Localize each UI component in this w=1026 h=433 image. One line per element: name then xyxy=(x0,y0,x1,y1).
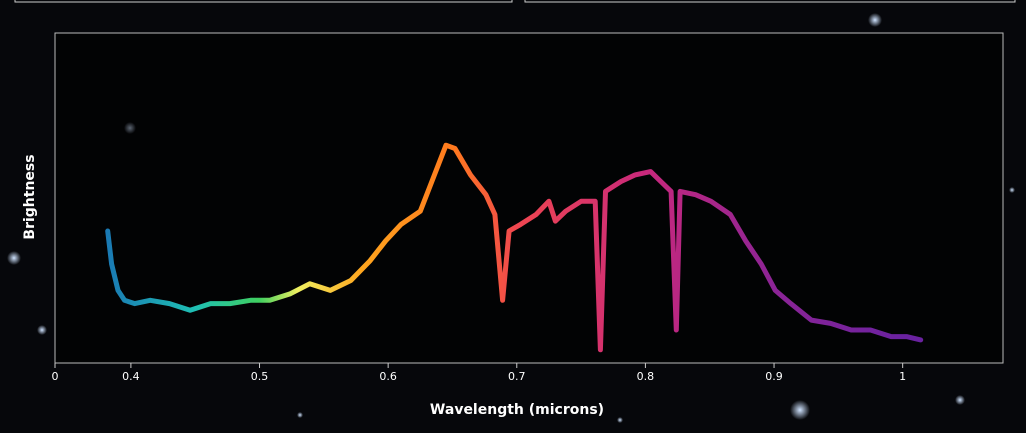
x-tick-label: 0.6 xyxy=(379,370,397,383)
plot-area xyxy=(55,33,1003,363)
y-axis-label: Brightness xyxy=(22,154,38,239)
x-axis-label: Wavelength (microns) xyxy=(430,402,604,418)
chart: Wavelength (microns) Brightness 0 0.4 0.5 0… xyxy=(0,0,1026,433)
x-tick-label: 0.5 xyxy=(251,370,269,383)
x-tick-label: 0.4 xyxy=(122,370,140,383)
page: Wavelength (microns) Brightness 0 0.4 0.5 0… xyxy=(0,0,1026,433)
x-tick-label: 0 xyxy=(52,370,59,383)
x-tick-label: 0.9 xyxy=(765,370,783,383)
x-tick-label: 0.7 xyxy=(508,370,526,383)
x-tick-label: 1 xyxy=(899,370,906,383)
x-tick-label: 0.8 xyxy=(637,370,655,383)
